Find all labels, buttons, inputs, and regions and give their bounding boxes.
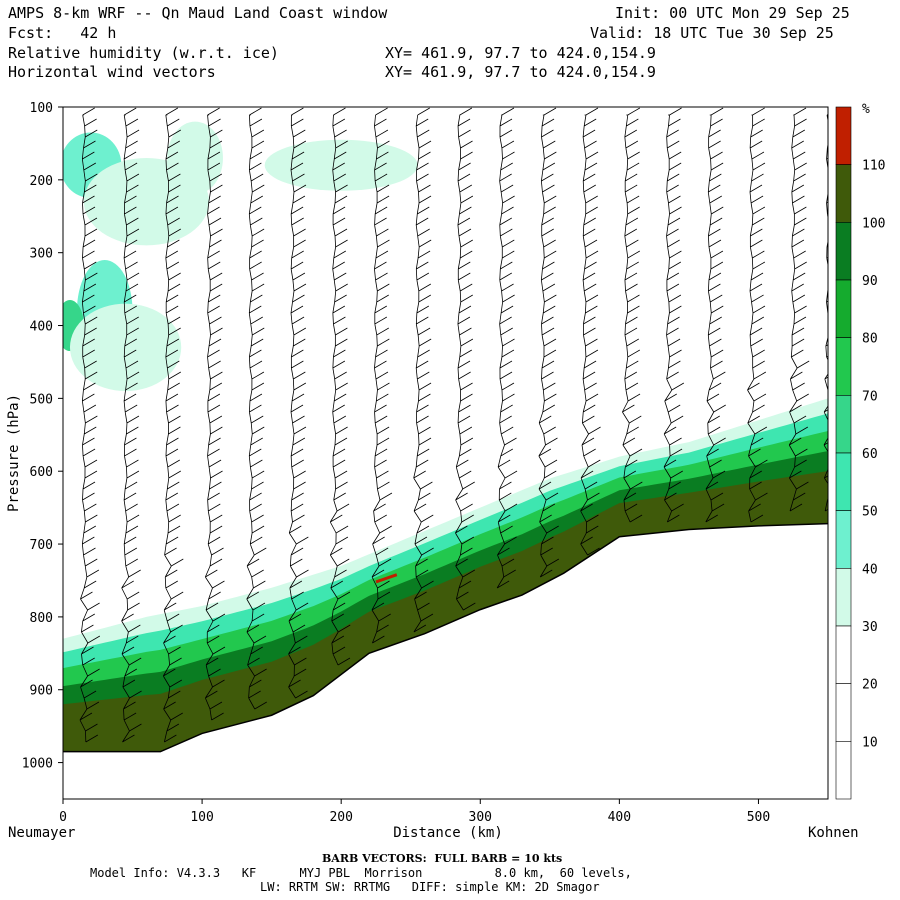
colorbar-label: 80 [862, 332, 878, 347]
colorbar-swatch [835, 625, 852, 684]
xy-range-rh: XY= 461.9, 97.7 to 424.0,154.9 [385, 44, 656, 62]
y-tick-label: 100 [30, 101, 53, 116]
chart-title: AMPS 8-km WRF -- Qn Maud Land Coast wind… [8, 4, 388, 22]
colorbar-swatch [835, 337, 852, 396]
model-info: Model Info: V4.3.3 KF MYJ PBL Morrison 8… [90, 866, 632, 880]
barb-column [329, 107, 351, 666]
colorbar-label: 50 [862, 505, 878, 520]
y-tick-label: 900 [30, 684, 53, 699]
field-name-rh: Relative humidity (w.r.t. ice) [8, 44, 279, 62]
colorbar-label: 20 [862, 678, 878, 693]
valid-time: Valid: 18 UTC Tue 30 Sep 25 [590, 24, 834, 42]
init-time: Init: 00 UTC Mon 29 Sep 25 [615, 4, 850, 22]
x-tick-label: 100 [190, 810, 213, 825]
barb-column [413, 107, 434, 633]
wind-barb-staff [747, 107, 768, 523]
y-tick-label: 400 [30, 320, 53, 335]
y-axis-label: Pressure (hPa) [6, 394, 22, 512]
wind-barb-staff [496, 107, 518, 589]
terrain-line [63, 522, 828, 753]
x-axis-label: Distance (km) [393, 825, 503, 841]
wind-barb-staff [246, 107, 267, 710]
y-tick-label: 1000 [22, 757, 53, 772]
x-tick-label: 0 [59, 810, 67, 825]
wind-barb-staff [622, 107, 643, 523]
forecast-hour: Fcst: 42 h [8, 24, 117, 42]
barb-note: BARB VECTORS: FULL BARB = 10 kts [322, 852, 563, 865]
colorbar-swatch [835, 279, 852, 338]
y-tick-label: 800 [30, 611, 53, 626]
wind-barb-staff [288, 107, 309, 699]
colorbar-label: 40 [862, 562, 878, 577]
model-info-2: LW: RRTM SW: RRTMG DIFF: simple KM: 2D S… [260, 880, 600, 894]
colorbar-swatch [835, 106, 852, 165]
wind-barb-staff [204, 107, 226, 721]
colorbar-swatch [835, 510, 852, 569]
colorbar-swatch [835, 222, 852, 281]
y-tick-label: 500 [30, 392, 53, 407]
barb-column [496, 107, 518, 589]
x-start-label: Neumayer [8, 825, 75, 841]
barb-column [705, 107, 726, 523]
barb-column [788, 107, 810, 512]
field-name-wind: Horizontal wind vectors [8, 63, 216, 81]
wind-barb-staff [705, 107, 726, 523]
x-end-label: Kohnen [808, 825, 859, 841]
rh-max-spot [375, 573, 398, 584]
x-tick-label: 400 [608, 810, 631, 825]
barb-column [162, 107, 184, 743]
colorbar-swatch [835, 452, 852, 511]
barb-column [79, 107, 101, 743]
x-tick-label: 500 [747, 810, 770, 825]
colorbar-label: 60 [862, 447, 878, 462]
colorbar-swatch [835, 741, 852, 800]
barb-column [622, 107, 643, 523]
barb-column [580, 107, 601, 556]
barb-column [455, 107, 476, 611]
colorbar-label: 110 [862, 159, 885, 174]
colorbar-swatch [835, 164, 852, 223]
wind-barb-staff [371, 107, 393, 644]
barb-column [246, 107, 267, 710]
wind-barb-staff [663, 107, 685, 523]
rh-layer-4 [63, 471, 828, 752]
colorbar-label: 30 [862, 620, 878, 635]
barb-column [538, 107, 560, 578]
wind-barb-staff [413, 107, 434, 633]
barb-column [663, 107, 685, 523]
colorbar-label: 10 [862, 735, 878, 750]
y-tick-label: 600 [30, 465, 53, 480]
plot-frame [62, 106, 829, 800]
colorbar-swatch [835, 568, 852, 627]
x-tick-label: 300 [469, 810, 492, 825]
colorbar-label: 70 [862, 389, 878, 404]
wind-barb-staff [79, 107, 101, 743]
y-tick-label: 300 [30, 247, 53, 262]
x-tick-label: 200 [329, 810, 352, 825]
colorbar-swatch [835, 683, 852, 742]
rh-moist-patch [167, 121, 223, 195]
colorbar-unit: % [862, 102, 870, 117]
colorbar-swatch [835, 395, 852, 454]
colorbar-label: 100 [862, 216, 885, 231]
wind-barb-staff [329, 107, 351, 666]
y-tick-label: 700 [30, 538, 53, 553]
barb-column [204, 107, 226, 721]
wind-barb-staff [162, 107, 184, 743]
wind-barb-staff [121, 107, 142, 743]
xy-range-wind: XY= 461.9, 97.7 to 424.0,154.9 [385, 63, 656, 81]
wind-barb-staff [538, 107, 560, 578]
barb-column [288, 107, 309, 699]
wind-barb-staff [580, 107, 601, 556]
wind-barb-staff [788, 107, 810, 512]
barb-column [747, 107, 768, 523]
colorbar-label: 90 [862, 274, 878, 289]
rh-moist-patch [69, 303, 182, 392]
barb-column [371, 107, 393, 644]
wind-barb-staff [455, 107, 476, 611]
y-tick-label: 200 [30, 174, 53, 189]
barb-column [121, 107, 142, 743]
